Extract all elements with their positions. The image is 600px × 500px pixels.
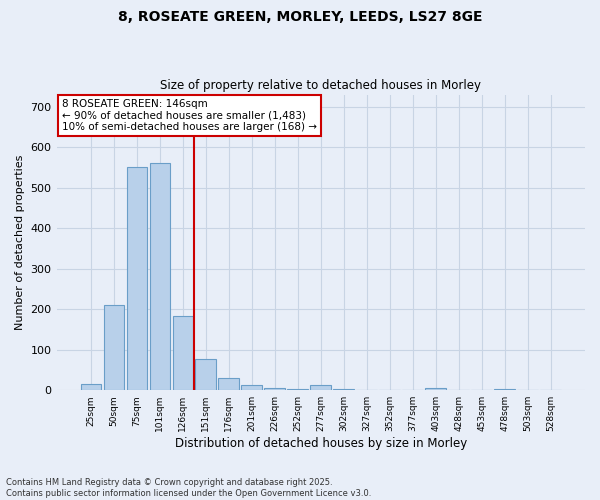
Text: 8, ROSEATE GREEN, MORLEY, LEEDS, LS27 8GE: 8, ROSEATE GREEN, MORLEY, LEEDS, LS27 8G… — [118, 10, 482, 24]
Bar — [173, 316, 193, 390]
Y-axis label: Number of detached properties: Number of detached properties — [15, 154, 25, 330]
X-axis label: Distribution of detached houses by size in Morley: Distribution of detached houses by size … — [175, 437, 467, 450]
Bar — [241, 384, 262, 390]
Bar — [287, 388, 308, 390]
Bar — [265, 388, 285, 390]
Bar — [80, 384, 101, 390]
Bar — [218, 378, 239, 390]
Bar — [127, 168, 147, 390]
Bar — [104, 305, 124, 390]
Bar — [425, 388, 446, 390]
Bar — [196, 358, 216, 390]
Text: Contains HM Land Registry data © Crown copyright and database right 2025.
Contai: Contains HM Land Registry data © Crown c… — [6, 478, 371, 498]
Bar — [149, 164, 170, 390]
Bar — [334, 389, 354, 390]
Text: 8 ROSEATE GREEN: 146sqm
← 90% of detached houses are smaller (1,483)
10% of semi: 8 ROSEATE GREEN: 146sqm ← 90% of detache… — [62, 99, 317, 132]
Bar — [310, 386, 331, 390]
Bar — [494, 388, 515, 390]
Title: Size of property relative to detached houses in Morley: Size of property relative to detached ho… — [160, 79, 481, 92]
